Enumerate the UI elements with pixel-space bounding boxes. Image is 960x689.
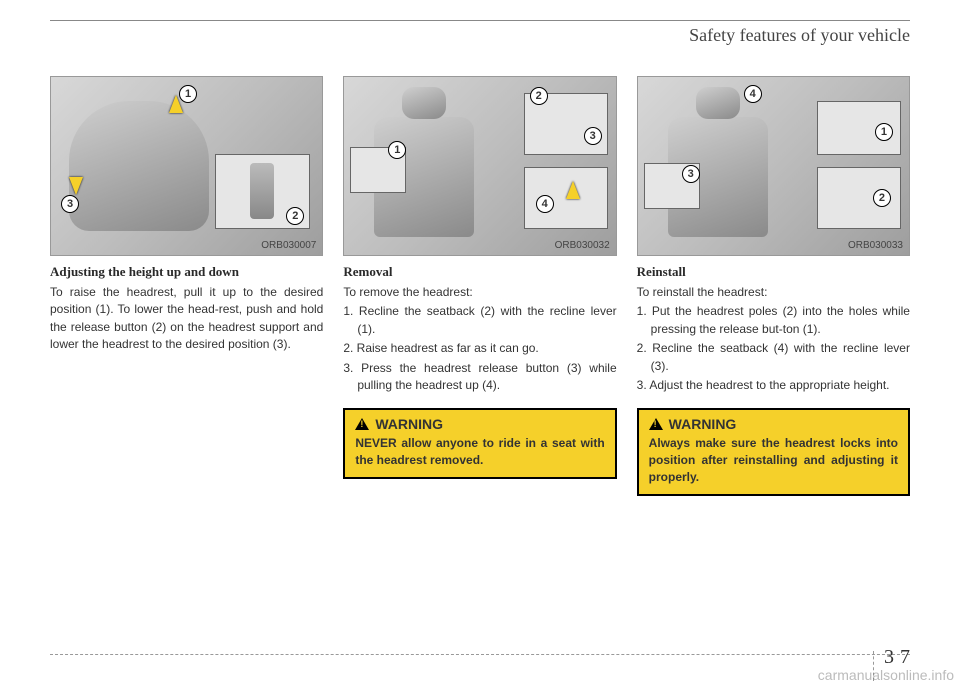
page-number: 7 <box>900 646 910 669</box>
subhead-reinstall: Reinstall <box>637 264 910 280</box>
warning-text: Always make sure the headrest locks into… <box>649 435 898 485</box>
text-removal: To remove the headrest: 1. Recline the s… <box>343 284 616 396</box>
manual-page: Safety features of your vehicle 1 2 3 OR… <box>0 0 960 689</box>
callout-2: 2 <box>530 87 548 105</box>
figure-removal: 1 2 3 4 ORB030032 <box>343 76 616 256</box>
callout-3: 3 <box>682 165 700 183</box>
removal-steps: 1. Recline the seatback (2) with the rec… <box>343 303 616 394</box>
section-title: Safety features of your vehicle <box>50 25 910 46</box>
warning-reinstall: WARNING Always make sure the headrest lo… <box>637 408 910 495</box>
footer-rule <box>50 654 910 655</box>
warning-label: WARNING <box>669 416 737 432</box>
warning-header: WARNING <box>355 416 604 432</box>
figure-adjust-height: 1 2 3 ORB030007 <box>50 76 323 256</box>
callout-4: 4 <box>744 85 762 103</box>
callout-1: 1 <box>875 123 893 141</box>
warning-header: WARNING <box>649 416 898 432</box>
callout-1: 1 <box>179 85 197 103</box>
subhead-adjust: Adjusting the height up and down <box>50 264 323 280</box>
warning-icon <box>355 418 369 430</box>
watermark: carmanualsonline.info <box>818 667 954 683</box>
warning-text: NEVER allow anyone to ride in a seat wit… <box>355 435 604 469</box>
figure-reinstall: 1 2 3 4 ORB030033 <box>637 76 910 256</box>
column-2: 1 2 3 4 ORB030032 Removal To remove the … <box>343 76 616 496</box>
text-adjust: To raise the headrest, pull it up to the… <box>50 284 323 356</box>
reinstall-steps: 1. Put the headrest poles (2) into the h… <box>637 303 910 394</box>
page-footer: 3 7 <box>884 646 910 669</box>
subhead-removal: Removal <box>343 264 616 280</box>
callout-4: 4 <box>536 195 554 213</box>
warning-removal: WARNING NEVER allow anyone to ride in a … <box>343 408 616 479</box>
column-3: 1 2 3 4 ORB030033 Reinstall To reinstall… <box>637 76 910 496</box>
figure-id: ORB030032 <box>555 240 610 251</box>
chapter-number: 3 <box>884 646 894 669</box>
callout-3: 3 <box>584 127 602 145</box>
content-columns: 1 2 3 ORB030007 Adjusting the height up … <box>50 76 910 496</box>
text-reinstall: To reinstall the headrest: 1. Put the he… <box>637 284 910 396</box>
column-1: 1 2 3 ORB030007 Adjusting the height up … <box>50 76 323 496</box>
header-rule <box>50 20 910 21</box>
warning-label: WARNING <box>375 416 443 432</box>
figure-id: ORB030007 <box>261 240 316 251</box>
figure-id: ORB030033 <box>848 240 903 251</box>
callout-3: 3 <box>61 195 79 213</box>
warning-icon <box>649 418 663 430</box>
callout-2: 2 <box>873 189 891 207</box>
